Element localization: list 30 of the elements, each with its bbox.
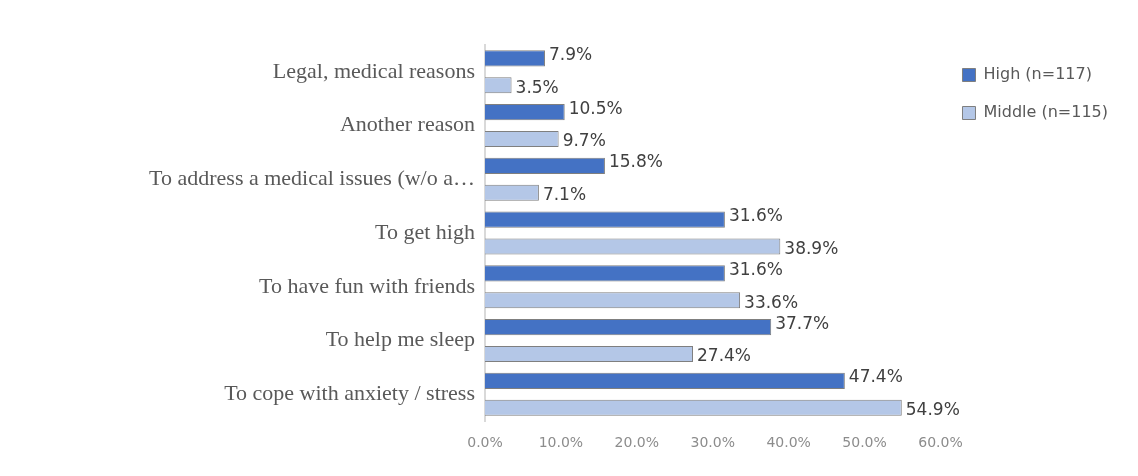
data-label: 9.7% bbox=[562, 130, 606, 151]
legend-label: High (n=117) bbox=[983, 64, 1092, 84]
data-label: 31.6% bbox=[728, 258, 783, 279]
data-label: 54.9% bbox=[905, 399, 960, 420]
y-tick-label: Another reason bbox=[339, 111, 475, 137]
data-label: 15.8% bbox=[608, 151, 663, 172]
y-tick-label: To help me sleep bbox=[325, 326, 475, 352]
x-tick-label: 30.0% bbox=[690, 434, 735, 451]
data-label: 38.9% bbox=[784, 237, 839, 258]
y-tick-label: To address a medical issues (w/o a… bbox=[149, 165, 475, 191]
data-label: 3.5% bbox=[515, 76, 559, 97]
data-label: 47.4% bbox=[848, 366, 903, 387]
y-tick-label: To get high bbox=[375, 218, 475, 244]
legend-label: Middle (n=115) bbox=[983, 102, 1109, 122]
data-label: 37.7% bbox=[775, 312, 830, 333]
x-tick-label: 40.0% bbox=[766, 434, 811, 451]
x-tick-label: 60.0% bbox=[918, 434, 963, 451]
data-label: 27.4% bbox=[697, 345, 752, 366]
data-label: 7.1% bbox=[542, 184, 587, 205]
data-label: 31.6% bbox=[728, 205, 783, 226]
x-tick-label: 10.0% bbox=[538, 434, 584, 451]
x-tick-label: 50.0% bbox=[842, 434, 887, 451]
data-label: 10.5% bbox=[568, 97, 623, 118]
y-tick-label: To cope with anxiety / stress bbox=[224, 380, 475, 406]
x-tick-label: 0.0% bbox=[467, 434, 503, 451]
y-tick-label: Legal, medical reasons bbox=[272, 57, 475, 83]
data-label: 33.6% bbox=[744, 291, 799, 312]
data-label: 7.9% bbox=[548, 43, 593, 64]
x-tick-label: 20.0% bbox=[614, 434, 660, 451]
y-tick-label: To have fun with friends bbox=[259, 272, 475, 298]
